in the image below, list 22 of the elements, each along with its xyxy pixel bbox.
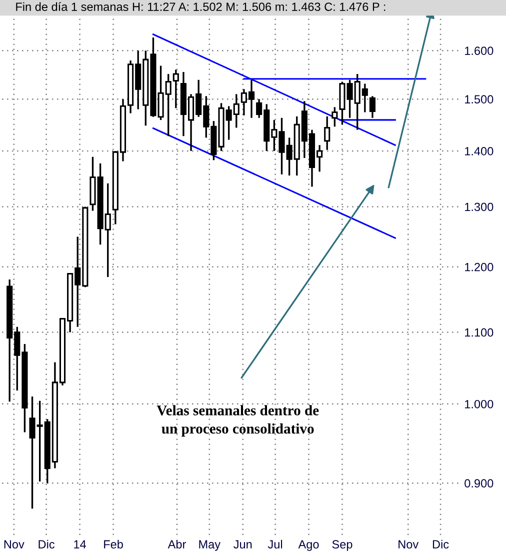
x-tick-label: Jun <box>234 540 252 549</box>
x-tick-label: Jul <box>268 540 282 549</box>
y-tick-label: 1.100 <box>465 328 494 337</box>
y-tick-label: 1.400 <box>465 147 494 156</box>
y-tick-label: 1.500 <box>465 95 494 104</box>
y-tick-label: 1.600 <box>465 46 494 55</box>
x-tick-label: Dic <box>432 540 449 549</box>
chart-title: Fin de día 1 semanas H: 11:27 A: 1.502 M: 1.506 m: 1.463 C: 1.476 P : <box>16 2 386 11</box>
y-tick-label: 0.900 <box>464 479 494 488</box>
x-tick-label: Feb <box>104 540 123 549</box>
x-tick-label: Ago <box>298 540 319 551</box>
annotation: Velas semanales dentro de un proceso consolidativo <box>156 405 319 437</box>
x-tick-label: Nov <box>4 540 24 549</box>
x-tick-label: Nov <box>398 540 419 549</box>
y-tick-label: 1.300 <box>465 202 494 212</box>
x-tick-label: May <box>199 540 221 551</box>
x-tick-label: 14 <box>74 540 86 548</box>
x-tick-label: Abr <box>168 540 186 549</box>
x-tick-label: Dic <box>38 540 55 549</box>
y-tick-label: 1.200 <box>465 262 494 272</box>
x-tick-label: Sep <box>332 540 352 551</box>
y-tick-label: 1.000 <box>465 400 494 408</box>
